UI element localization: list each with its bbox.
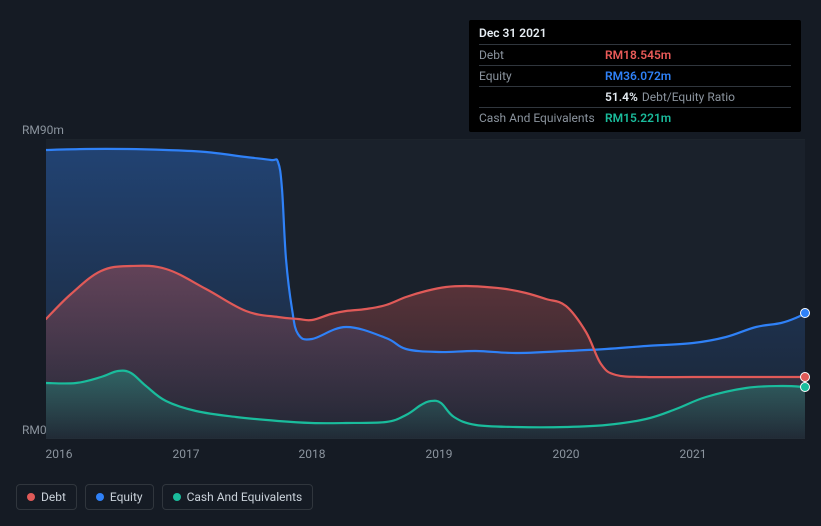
x-tick: 2021 — [680, 447, 707, 461]
tooltip-date: Dec 31 2021 — [479, 26, 791, 44]
legend-item-debt[interactable]: Debt — [16, 484, 77, 510]
legend-item-cash[interactable]: Cash And Equivalents — [162, 484, 314, 510]
tooltip-row-value: RM18.545m — [605, 48, 671, 62]
tooltip-row: 51.4% Debt/Equity Ratio — [479, 86, 791, 107]
tooltip-row-label — [479, 90, 605, 104]
x-tick: 2017 — [173, 447, 200, 461]
tooltip-row-value: RM36.072m — [605, 69, 671, 83]
y-axis-bottom-label: RM0 — [22, 423, 47, 437]
x-tick: 2016 — [46, 447, 73, 461]
chart-svg — [46, 139, 805, 439]
plot-area[interactable] — [46, 139, 805, 439]
x-tick: 2018 — [299, 447, 326, 461]
legend-label: Cash And Equivalents — [187, 490, 303, 504]
tooltip-row-value: 51.4% — [605, 90, 638, 104]
x-axis: 2016 2017 2018 2019 2020 2021 — [46, 447, 805, 467]
tooltip-row: EquityRM36.072m — [479, 65, 791, 86]
end-marker-debt — [800, 372, 810, 382]
legend: Debt Equity Cash And Equivalents — [16, 484, 313, 510]
x-tick: 2020 — [553, 447, 580, 461]
x-tick: 2019 — [426, 447, 453, 461]
tooltip-row-label: Cash And Equivalents — [479, 111, 605, 125]
legend-item-equity[interactable]: Equity — [85, 484, 154, 510]
tooltip-row: Cash And EquivalentsRM15.221m — [479, 107, 791, 128]
legend-dot — [96, 493, 104, 501]
end-marker-equity — [800, 308, 810, 318]
tooltip-row-label: Equity — [479, 69, 605, 83]
legend-label: Equity — [110, 490, 143, 504]
legend-dot — [173, 493, 181, 501]
y-axis-top-label: RM90m — [22, 123, 64, 137]
end-marker-cash — [800, 382, 810, 392]
chart-tooltip: Dec 31 2021 DebtRM18.545mEquityRM36.072m… — [469, 20, 801, 132]
tooltip-row-suffix: Debt/Equity Ratio — [642, 90, 735, 104]
legend-label: Debt — [41, 490, 66, 504]
legend-dot — [27, 493, 35, 501]
tooltip-row-label: Debt — [479, 48, 605, 62]
tooltip-row-value: RM15.221m — [605, 111, 671, 125]
tooltip-row: DebtRM18.545m — [479, 44, 791, 65]
